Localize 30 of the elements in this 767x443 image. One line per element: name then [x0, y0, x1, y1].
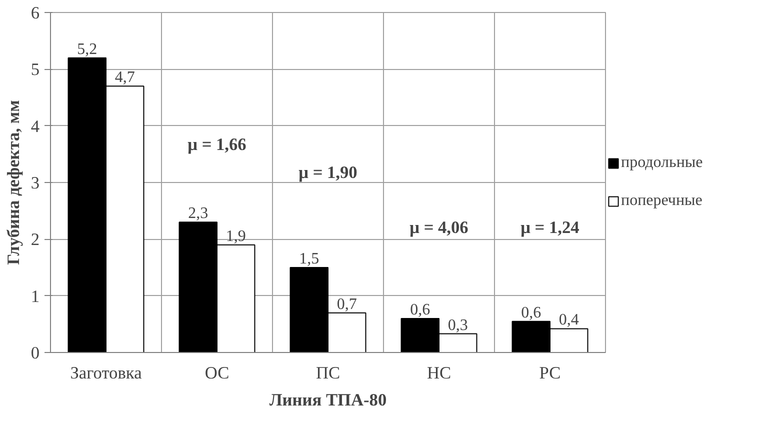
- data-label: 1,9: [226, 228, 246, 245]
- y-tick-label: 2: [30, 230, 40, 250]
- data-label: 0,7: [336, 296, 357, 313]
- y-tick-label: 0: [30, 344, 40, 362]
- data-label: 0,3: [448, 316, 468, 334]
- data-label: 1,5: [299, 250, 320, 268]
- y-tick-label: 6: [30, 4, 40, 22]
- x-tick-label: РС: [539, 364, 561, 382]
- data-label: 0,6: [521, 304, 542, 322]
- legend-label: продольные: [621, 154, 703, 172]
- x-axis-title: Линия ТПА-80: [269, 390, 387, 410]
- y-tick-label: 1: [30, 286, 40, 306]
- annotation: μ = 1,90: [298, 163, 358, 182]
- y-tick-label: 3: [30, 174, 40, 192]
- x-tick-label: Заготовка: [70, 364, 142, 382]
- x-tick-label: ПС: [316, 364, 340, 382]
- data-label: 0,6: [410, 302, 430, 318]
- annotation: μ = 1,24: [520, 218, 580, 237]
- x-tick-label: НС: [426, 364, 452, 382]
- y-tick-label: 5: [30, 60, 40, 80]
- legend-label: поперечные: [621, 192, 702, 210]
- data-label: 4,7: [114, 69, 135, 86]
- data-label: 0,4: [558, 312, 579, 329]
- annotation: μ = 1,66: [188, 135, 247, 154]
- y-axis-title: Глубина дефекта, мм: [4, 100, 23, 265]
- data-label: 5,2: [77, 40, 98, 58]
- x-tick-label: ОС: [204, 364, 230, 382]
- y-tick-label: 4: [30, 116, 40, 136]
- data-label: 2,3: [188, 205, 208, 222]
- annotation: μ = 4,06: [410, 218, 469, 237]
